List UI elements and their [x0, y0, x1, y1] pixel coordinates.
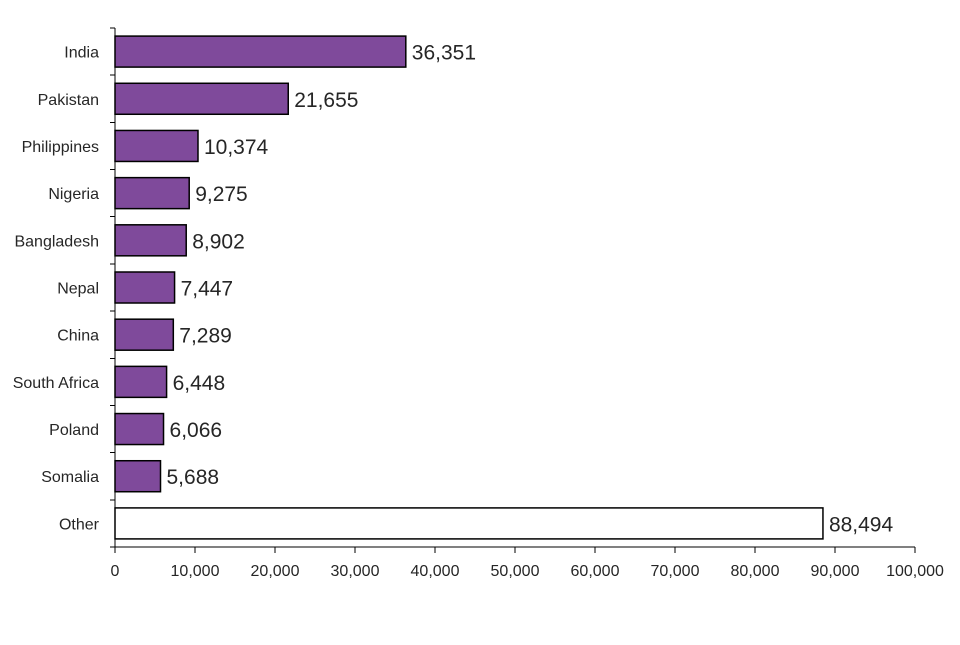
x-tick-label: 20,000 — [251, 563, 300, 580]
category-label-philippines: Philippines — [22, 139, 99, 156]
data-label-india: 36,351 — [412, 42, 476, 65]
bar-south-africa — [114, 365, 168, 399]
category-label-bangladesh: Bangladesh — [14, 233, 99, 250]
x-tick-label: 80,000 — [731, 563, 780, 580]
bar-poland — [114, 412, 165, 446]
bar-china — [114, 318, 175, 351]
x-tick-label: 50,000 — [491, 563, 540, 580]
bar-india — [114, 35, 407, 68]
x-tick-label: 70,000 — [651, 563, 700, 580]
x-tick-label: 100,000 — [886, 563, 944, 580]
bar-nepal — [114, 271, 176, 304]
data-label-poland: 6,066 — [170, 419, 223, 442]
category-label-nigeria: Nigeria — [48, 186, 99, 203]
data-label-bangladesh: 8,902 — [192, 230, 245, 253]
bar-somalia — [114, 459, 162, 493]
data-label-somalia: 5,688 — [167, 466, 220, 489]
category-label-somalia: Somalia — [41, 469, 99, 486]
bar-other — [114, 507, 824, 540]
data-label-other: 88,494 — [829, 513, 894, 536]
labels-group: India 36,351 Pakistan 21,655 Philippines 10,3… — [13, 42, 894, 537]
data-label-philippines: 10,374 — [204, 136, 269, 159]
x-tick-label: 0 — [111, 563, 120, 580]
category-label-india: India — [64, 45, 99, 62]
x-tick-label: 40,000 — [411, 563, 460, 580]
data-label-south-africa: 6,448 — [173, 372, 226, 395]
data-label-nepal: 7,447 — [181, 278, 234, 301]
category-label-pakistan: Pakistan — [38, 92, 99, 109]
category-label-china: China — [57, 328, 99, 345]
data-label-pakistan: 21,655 — [294, 89, 358, 112]
category-label-poland: Poland — [49, 422, 99, 439]
bar-nigeria — [114, 176, 190, 210]
bars-group — [114, 35, 824, 540]
axes-group: 0 10,000 20,000 30,000 40,000 50,000 60,000 70,… — [110, 27, 944, 580]
x-tick-label: 30,000 — [331, 563, 380, 580]
x-tick-label: 60,000 — [571, 563, 620, 580]
category-label-nepal: Nepal — [57, 281, 99, 298]
bar-bangladesh — [114, 224, 187, 257]
data-label-nigeria: 9,275 — [195, 183, 248, 206]
data-label-china: 7,289 — [179, 325, 232, 348]
x-tick-label: 10,000 — [171, 563, 220, 580]
bar-philippines — [114, 129, 199, 163]
category-label-south-africa: South Africa — [13, 375, 99, 392]
category-label-other: Other — [59, 516, 100, 533]
bar-pakistan — [114, 82, 289, 116]
x-tick-label: 90,000 — [811, 563, 860, 580]
